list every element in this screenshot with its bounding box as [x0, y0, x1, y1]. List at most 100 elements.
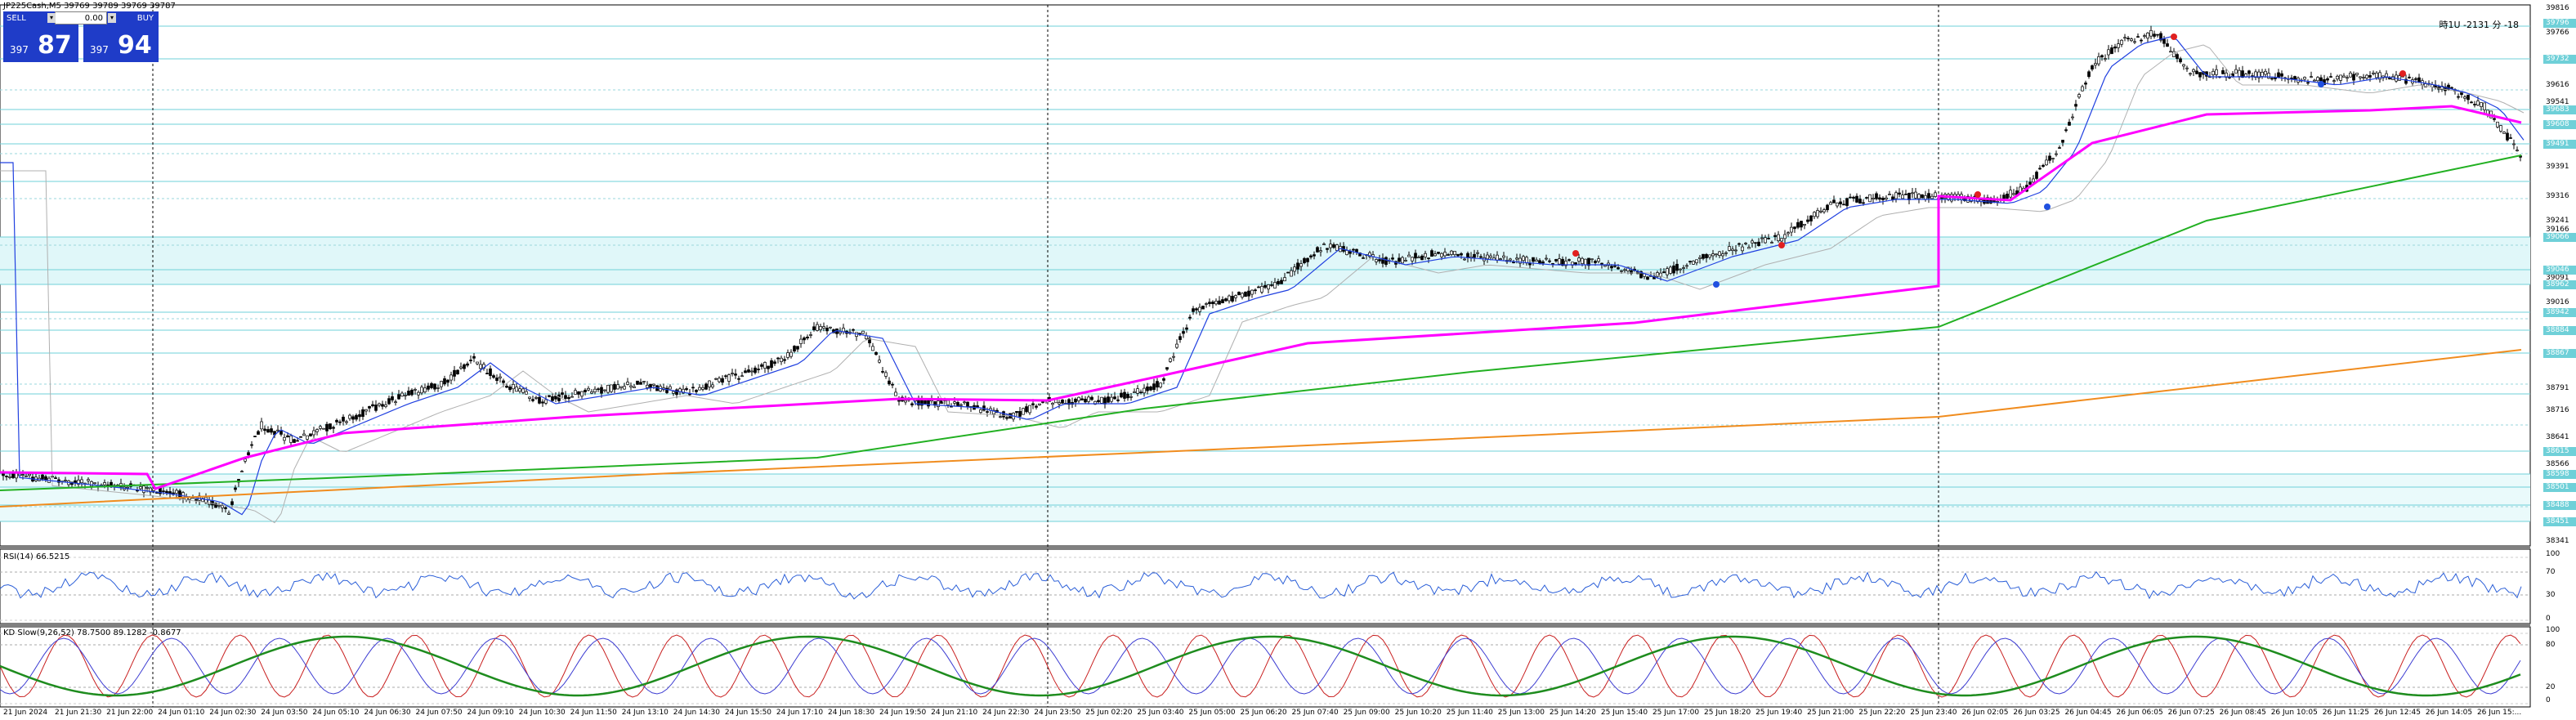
candle-body — [534, 397, 538, 399]
candle-body — [2466, 94, 2470, 101]
time-axis-label: 25 Jun 05:00 — [1188, 709, 1236, 717]
candle-body — [1136, 388, 1139, 394]
candle-body — [1564, 261, 1568, 266]
candle-body — [953, 401, 956, 404]
candle-body — [466, 363, 469, 366]
candle-body — [2094, 63, 2097, 66]
candle-body — [1463, 258, 1466, 261]
candle-body — [142, 485, 145, 493]
candle-body — [1270, 284, 1273, 286]
candle-body — [1061, 399, 1064, 404]
candle-body — [2375, 72, 2378, 78]
candle-body — [2058, 147, 2061, 149]
candle-body — [727, 374, 731, 382]
price-level-tag: 38884 — [2543, 326, 2576, 335]
candle-body — [2212, 70, 2215, 75]
price-level-tag: 38598 — [2543, 470, 2576, 479]
time-axis-label: 24 Jun 11:50 — [570, 709, 617, 717]
candle-body — [793, 346, 796, 352]
candle-body — [2463, 96, 2466, 99]
candle-body — [41, 474, 44, 480]
signal-marker — [1572, 250, 1579, 257]
price-level-tag: 38501 — [2543, 483, 2576, 492]
candle-body — [1460, 253, 1463, 256]
candle-body — [93, 482, 96, 485]
candle-body — [1790, 226, 1793, 233]
candle-body — [1826, 204, 1829, 211]
sell-label: SELL — [7, 14, 26, 23]
candle-body — [1767, 238, 1770, 239]
candle-body — [2332, 80, 2336, 82]
candle-body — [1456, 253, 1460, 257]
candle-body — [1865, 197, 1868, 199]
candle-body — [1466, 253, 1469, 258]
candle-body — [443, 378, 446, 385]
time-axis-label: 24 Jun 07:50 — [415, 709, 463, 717]
one-click-trade-panel: SELL 397 87 BUY 397 94 0.00 ▾ ▾ — [3, 11, 159, 62]
time-axis-label: 26 Jun 15:... — [2476, 709, 2522, 717]
candle-body — [1146, 386, 1149, 391]
candle-body — [521, 388, 525, 393]
candle-body — [1263, 284, 1267, 288]
price-level-tag: 38867 — [2543, 349, 2576, 358]
candle-body — [734, 373, 737, 376]
candle-body — [561, 392, 564, 395]
candle-body — [400, 392, 404, 397]
candle-body — [1675, 263, 1679, 271]
candle-body — [1496, 254, 1499, 261]
time-axis-label: 24 Jun 14:30 — [673, 709, 720, 717]
candle-body — [289, 435, 293, 443]
candle-body — [1623, 269, 1626, 271]
time-axis-label: 25 Jun 15:40 — [1600, 709, 1648, 717]
candle-body — [338, 421, 342, 423]
candle-body — [1018, 410, 1022, 417]
candle-body — [28, 473, 31, 476]
candle-body — [1816, 210, 1819, 217]
candle-body — [2081, 86, 2084, 92]
price-axis-label: 38641 — [2546, 433, 2569, 441]
candle-body — [1028, 405, 1031, 414]
candle-body — [1074, 398, 1077, 403]
candle-body — [2473, 104, 2476, 105]
lot-increase-icon[interactable]: ▾ — [108, 13, 116, 23]
candle-body — [2097, 56, 2100, 65]
candle-body — [1607, 262, 1610, 266]
candle-body — [1898, 192, 1901, 195]
candle-body — [2310, 76, 2313, 78]
time-axis-label: 25 Jun 19:40 — [1755, 709, 1803, 717]
candle-body — [1381, 257, 1384, 264]
lot-decrease-icon[interactable]: ▾ — [47, 13, 56, 23]
candle-body — [825, 328, 829, 332]
candle-body — [234, 487, 237, 490]
candle-body — [1509, 258, 1512, 261]
candle-body — [391, 396, 394, 400]
candle-body — [1917, 194, 1921, 199]
price-axis-label: 38716 — [2546, 406, 2569, 414]
candle-body — [2012, 193, 2015, 195]
candle-body — [54, 477, 57, 479]
candle-body — [744, 370, 747, 373]
candle-body — [1391, 257, 1394, 260]
candle-body — [515, 387, 518, 392]
candle-body — [708, 380, 711, 387]
level-zone — [0, 474, 2530, 521]
candle-body — [263, 428, 266, 432]
candle-body — [992, 409, 995, 415]
candle-body — [868, 338, 871, 344]
candle-body — [1090, 396, 1093, 400]
candle-body — [1080, 398, 1084, 400]
candle-body — [1587, 257, 1590, 266]
lot-size-input[interactable]: 0.00 — [55, 11, 107, 25]
candle-body — [1254, 289, 1257, 292]
candle-body — [858, 333, 861, 334]
candle-body — [332, 427, 335, 429]
candle-body — [1617, 267, 1620, 270]
price-level-tag: 38451 — [2543, 517, 2576, 526]
candle-body — [1718, 251, 1721, 256]
candle-body — [685, 388, 688, 391]
candle-body — [956, 402, 959, 407]
candle-body — [1051, 403, 1054, 405]
candle-body — [1352, 248, 1355, 251]
candle-body — [1378, 259, 1381, 262]
